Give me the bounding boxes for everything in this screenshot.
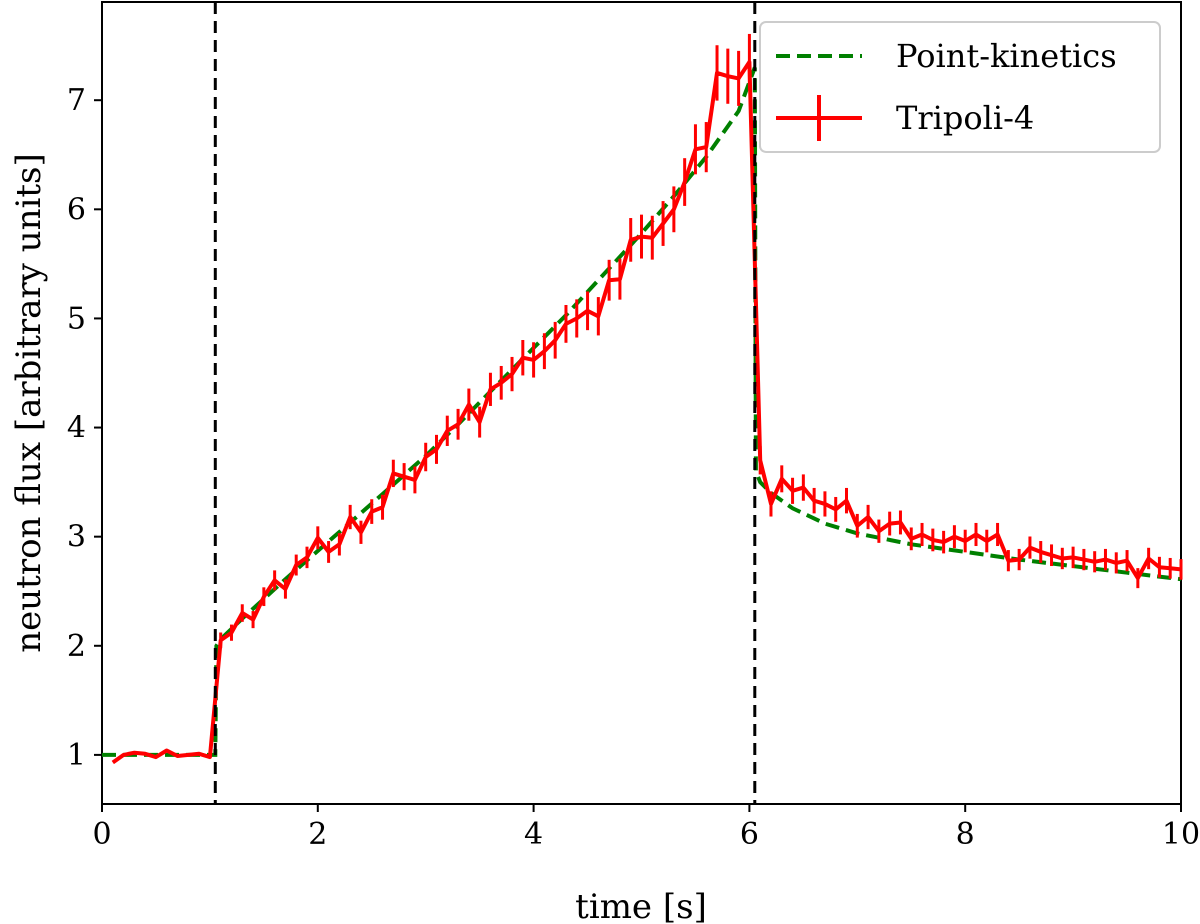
y-tick-label: 6 [67, 192, 86, 227]
series-line-tripoli-4 [111, 60, 1182, 765]
y-axis-label: neutron flux [arbitrary units] [9, 153, 49, 653]
x-tick-label: 4 [524, 817, 543, 852]
data-layer [102, 33, 1183, 765]
y-tick-label: 7 [67, 83, 86, 118]
y-tick-label: 2 [67, 629, 86, 664]
x-tick-label: 10 [1162, 817, 1200, 852]
y-axis-ticks: 1 2 3 4 5 6 7 [67, 83, 102, 773]
x-axis-ticks: 0 2 4 6 8 10 [92, 804, 1200, 852]
y-tick-label: 4 [67, 411, 86, 446]
y-tick-label: 1 [67, 738, 86, 773]
x-tick-label: 2 [308, 817, 327, 852]
vertical-markers [213, 2, 757, 804]
x-tick-label: 8 [956, 817, 975, 852]
x-axis-label: time [s] [575, 887, 707, 924]
x-tick-label: 6 [740, 817, 759, 852]
legend: Point-kinetics Tripoli-4 [759, 21, 1161, 153]
legend-label-tripoli-4: Tripoli-4 [896, 99, 1034, 137]
legend-label-point-kinetics: Point-kinetics [896, 37, 1117, 75]
y-tick-label: 3 [67, 520, 86, 555]
y-tick-label: 5 [67, 301, 86, 336]
x-tick-label: 0 [92, 817, 111, 852]
series-line-point-kinetics [102, 66, 1182, 757]
